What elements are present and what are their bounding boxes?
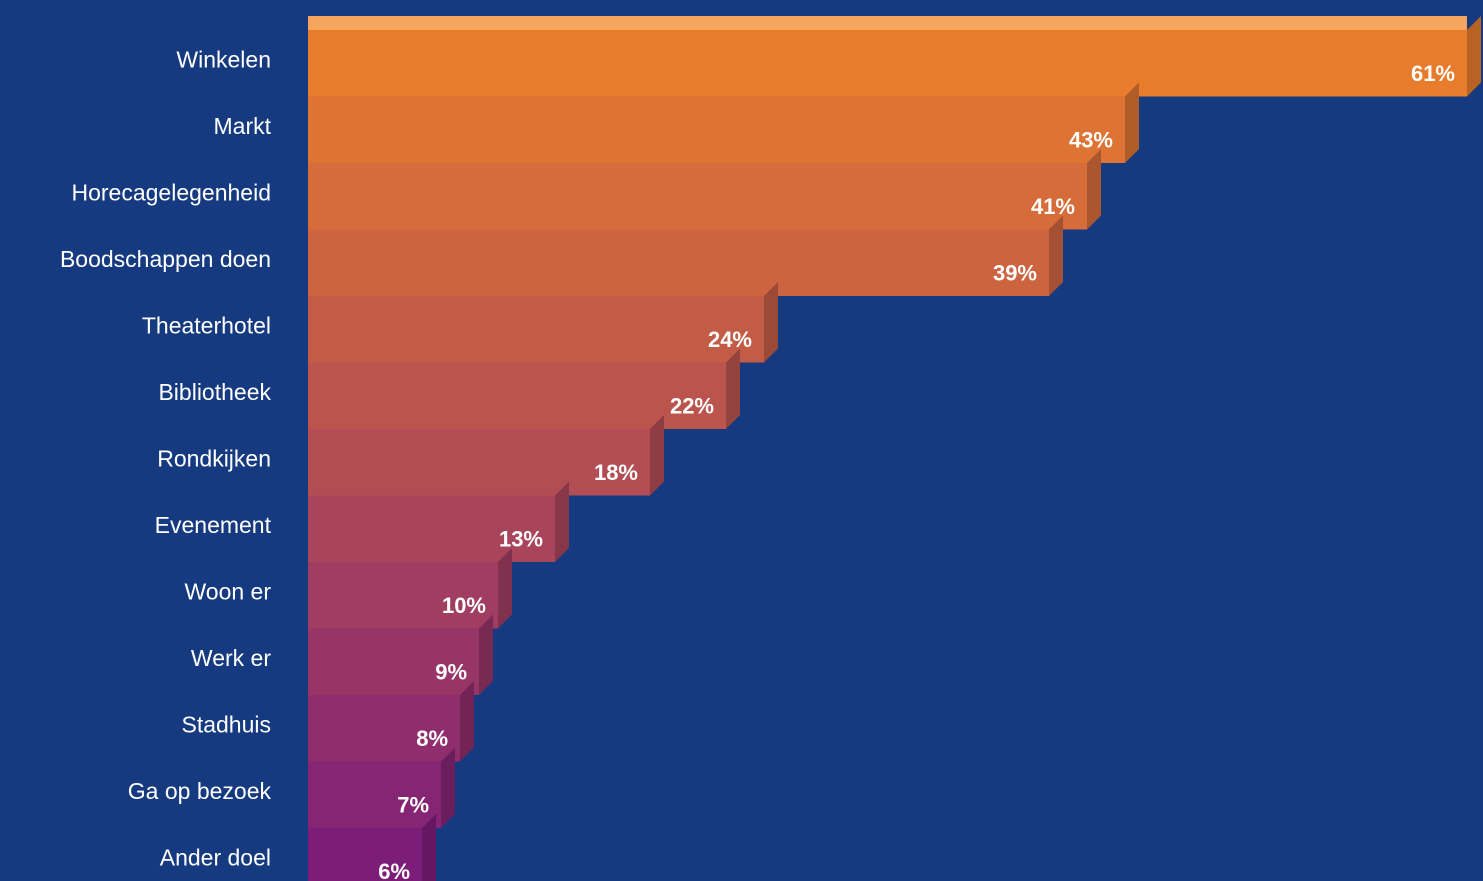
category-label: Stadhuis [181,711,271,737]
value-label: 18% [594,460,638,485]
category-label: Ga op bezoek [128,778,272,804]
bar-side [498,548,512,629]
bars-layer [308,16,1481,881]
value-label: 13% [499,527,543,552]
value-label: 61% [1411,61,1455,86]
category-label: Ander doel [160,844,271,870]
value-label: 39% [993,261,1037,286]
value-label: 41% [1031,194,1075,219]
value-labels: 61% 43% 41% 39% 24% 22% 18% 13% 10% 9% 8% 7% 6% [378,61,1455,881]
bar-winkelen [308,30,1467,97]
bar-bibliotheek [308,362,726,429]
bar-side [479,614,493,695]
bar-werk-er [308,628,479,695]
bar-theaterhotel [308,296,764,363]
category-label: Winkelen [176,46,271,72]
value-label: 6% [378,859,410,881]
category-label: Theaterhotel [142,312,271,338]
category-label: Horecagelegenheid [72,179,272,205]
bar-side [650,415,664,496]
category-label: Evenement [155,512,272,538]
bar-woon-er [308,562,498,629]
bar-side [555,481,569,562]
category-labels: Winkelen Markt Horecagelegenheid Boodschapp… [60,46,272,870]
bar-side [726,348,740,429]
bar-rondkijken [308,429,650,496]
bar-side [1467,16,1481,97]
category-label: Werk er [191,645,271,671]
bar-side [1125,82,1139,163]
value-label: 10% [442,593,486,618]
category-label: Rondkijken [157,445,271,471]
bar-boodschappen-doen [308,229,1049,296]
bar-evenement [308,495,555,562]
bar-side [460,681,474,762]
value-label: 24% [708,327,752,352]
bar-markt [308,96,1125,163]
bar-top-face [308,16,1467,30]
bar-side [441,747,455,828]
value-label: 43% [1069,128,1113,153]
value-label: 22% [670,394,714,419]
bar-horecagelegenheid [308,163,1087,230]
value-label: 9% [435,660,467,685]
bar-side [1087,149,1101,230]
bar-ander-doel [308,828,422,881]
bar-side [764,282,778,363]
category-label: Boodschappen doen [60,246,271,272]
category-label: Bibliotheek [158,379,271,405]
value-label: 7% [397,793,429,818]
bar-side [1049,215,1063,296]
category-label: Markt [214,113,272,139]
value-label: 8% [416,726,448,751]
category-label: Woon er [184,578,271,604]
bar-side [422,814,436,881]
bar-stadhuis [308,695,460,762]
bar-ga-op-bezoek [308,761,441,828]
